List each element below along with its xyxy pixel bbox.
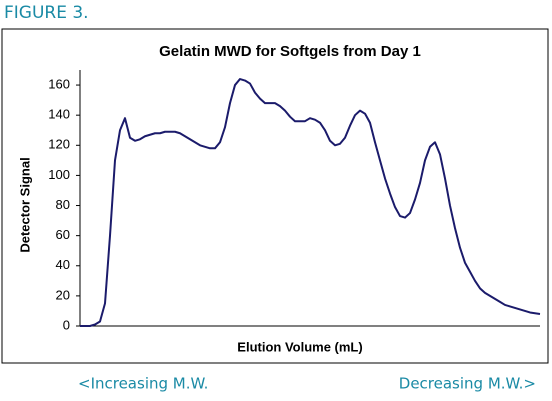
y-tick-label: 120 xyxy=(48,137,70,152)
figure-label: FIGURE 3. xyxy=(4,3,89,23)
y-tick-label: 40 xyxy=(56,257,70,272)
chart-frame xyxy=(1,28,549,364)
y-tick-label: 80 xyxy=(56,197,70,212)
x-axis-label: Elution Volume (mL) xyxy=(237,339,362,354)
y-tick-label: 0 xyxy=(63,317,70,332)
y-tick-label: 20 xyxy=(56,287,70,302)
y-axis-label: Detector Signal xyxy=(17,157,32,252)
footer-left: <Increasing M.W. xyxy=(78,375,208,393)
chart-title: Gelatin MWD for Softgels from Day 1 xyxy=(159,43,421,60)
y-tick-label: 60 xyxy=(56,227,70,242)
y-tick-label: 100 xyxy=(48,167,70,182)
data-line xyxy=(80,78,541,327)
footer-right: Decreasing M.W.> xyxy=(399,375,536,393)
y-tick-label: 140 xyxy=(48,107,70,122)
y-tick-label: 160 xyxy=(48,76,70,91)
